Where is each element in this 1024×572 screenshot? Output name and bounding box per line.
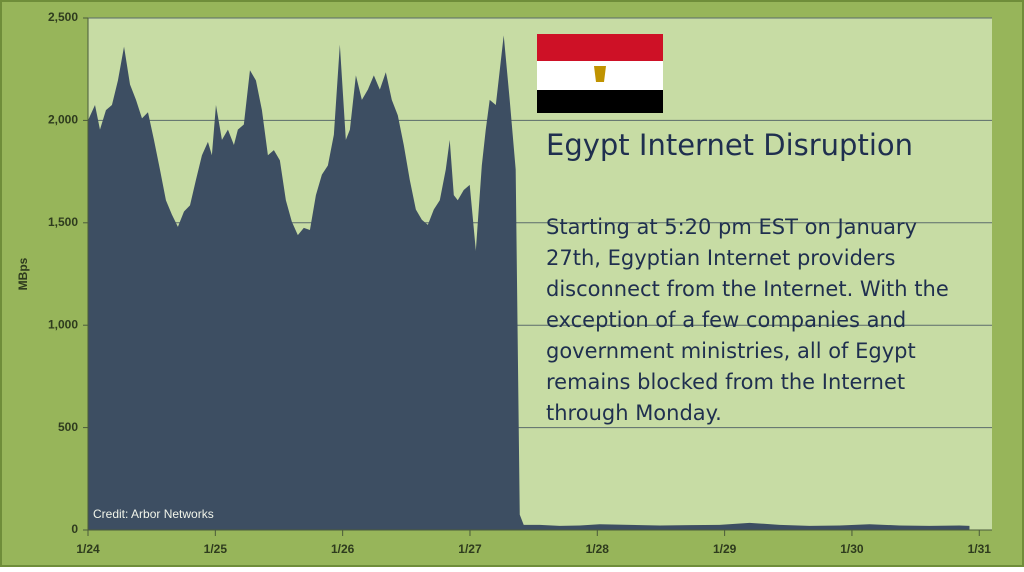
credit: Credit: Arbor Networks — [93, 507, 214, 521]
y-tick-label: 500 — [58, 420, 78, 434]
x-tick-label: 1/30 — [840, 542, 864, 556]
x-tick-label: 1/25 — [204, 542, 228, 556]
x-tick-label: 1/27 — [458, 542, 482, 556]
y-tick-label: 1,000 — [48, 317, 78, 331]
y-tick-label: 2,500 — [48, 10, 78, 24]
flag-red — [537, 34, 663, 61]
area — [88, 35, 970, 531]
marks — [88, 35, 970, 531]
chart-title: Egypt Internet Disruption — [546, 128, 914, 162]
x-tick-label: 1/31 — [968, 542, 992, 556]
flag-eagle — [594, 66, 606, 82]
y-tick-label: 0 — [71, 522, 78, 536]
x-tick-label: 1/29 — [713, 542, 737, 556]
annotation: Starting at 5:20 pm EST on January 27th,… — [546, 215, 949, 425]
flag — [537, 34, 663, 113]
flag-black — [537, 90, 663, 113]
x-tick-label: 1/28 — [586, 542, 610, 556]
x-tick-label: 1/24 — [76, 542, 100, 556]
axes: 0 500 1,000 1,500 2,000 2,500 1/24 1/25 1/26 1/27… — [48, 10, 992, 556]
y-axis-label: MBps — [16, 257, 30, 290]
y-tick-label: 2,000 — [48, 113, 78, 127]
x-tick-label: 1/26 — [331, 542, 355, 556]
y-tick-label: 1,500 — [48, 215, 78, 229]
